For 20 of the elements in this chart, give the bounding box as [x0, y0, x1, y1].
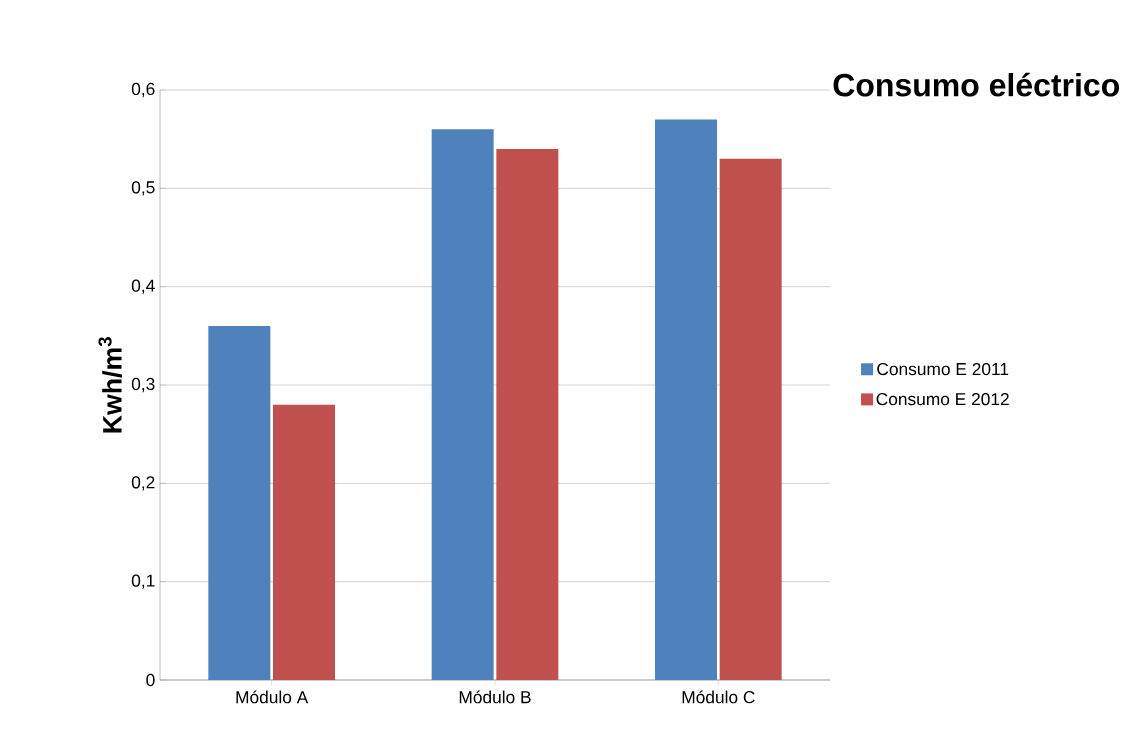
bar	[496, 149, 559, 680]
bar	[655, 119, 717, 680]
bar	[431, 129, 494, 680]
bar	[719, 158, 782, 680]
y-tick-label: 0,4	[131, 279, 155, 294]
y-tick-label: 0	[146, 673, 155, 687]
y-tick-label: 0,5	[131, 181, 155, 196]
x-tick-label: Módulo B	[459, 690, 531, 704]
bar	[208, 326, 271, 680]
y-tick-label: 0,3	[131, 377, 155, 393]
text: Consumo eléctrico	[833, 72, 1120, 97]
legend-label: Consumo E 2012	[876, 393, 1009, 406]
y-tick-label: 0,1	[131, 574, 155, 589]
y-tick-label: 0,2	[131, 476, 155, 491]
y-tick-label: 0,6	[131, 82, 155, 98]
y-axis-title: Kwh/m$^{3}$	[98, 337, 123, 433]
x-tick-label: Módulo C	[682, 690, 755, 704]
bar	[273, 404, 335, 680]
legend-label: Consumo E 2011	[877, 362, 1009, 376]
x-tick-label: Módulo A	[236, 690, 309, 704]
